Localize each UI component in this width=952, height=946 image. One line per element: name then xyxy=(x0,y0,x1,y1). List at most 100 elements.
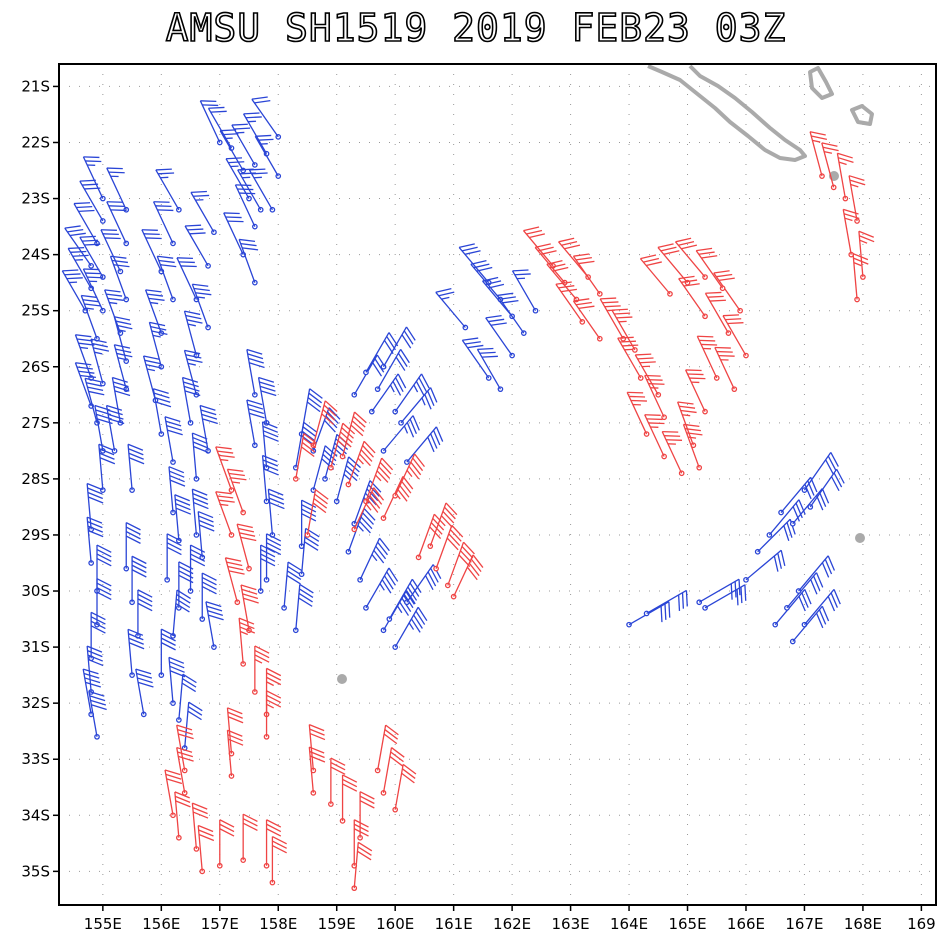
wind-barb-red xyxy=(674,237,708,280)
barb-feather xyxy=(409,418,418,435)
barb-feather xyxy=(315,489,329,500)
barb-feather xyxy=(401,768,416,779)
barb-shaft xyxy=(511,270,537,312)
wind-barb-blue xyxy=(784,572,824,611)
barb-feather xyxy=(362,512,374,525)
barb-feather xyxy=(644,414,661,416)
barb-shaft xyxy=(283,561,289,608)
barb-feather xyxy=(240,584,257,591)
barb-half-feather xyxy=(365,503,372,511)
barb-feather xyxy=(78,370,95,374)
barb-shaft xyxy=(308,746,314,793)
barb-feather xyxy=(415,380,425,396)
wind-barb-blue xyxy=(374,348,410,393)
barb-feather xyxy=(804,589,812,605)
barb-feather xyxy=(157,255,174,259)
wind-barb-red xyxy=(714,346,738,393)
barb-feather xyxy=(302,426,317,437)
barb-feather xyxy=(777,552,783,569)
barb-shaft xyxy=(190,192,215,233)
wind-barb-blue xyxy=(351,480,382,527)
barb-feather xyxy=(90,625,106,634)
barb-shaft xyxy=(306,489,317,536)
wind-barb-red xyxy=(661,430,685,477)
barb-feather xyxy=(414,453,425,468)
barb-feather xyxy=(359,795,375,805)
wind-barb-red xyxy=(215,446,235,493)
barb-feather xyxy=(302,437,317,449)
lat-tick-label: 23S xyxy=(21,190,50,208)
wind-barb-blue xyxy=(142,355,162,404)
barb-feather xyxy=(84,677,101,684)
barb-feather xyxy=(169,470,185,478)
barb-shaft xyxy=(238,618,244,664)
barb-feather xyxy=(646,418,663,421)
barb-feather xyxy=(681,592,685,609)
barb-feather xyxy=(299,583,314,594)
barb-feather xyxy=(734,581,737,598)
wind-barb-red xyxy=(191,802,209,852)
barb-shaft xyxy=(377,725,387,771)
barb-feather xyxy=(485,314,502,319)
barb-feather xyxy=(464,341,481,345)
barb-feather xyxy=(266,699,282,708)
barb-shaft xyxy=(792,605,823,642)
barb-shaft xyxy=(79,236,104,278)
barb-feather xyxy=(107,297,124,301)
barb-feather xyxy=(266,537,282,547)
barb-shaft xyxy=(546,263,577,300)
barb-feather xyxy=(578,305,595,310)
barb-shaft xyxy=(371,373,399,412)
barb-feather xyxy=(178,261,195,264)
barb-feather xyxy=(427,571,437,587)
barb-shaft xyxy=(144,289,162,334)
barb-feather xyxy=(192,497,209,505)
barb-shaft xyxy=(353,480,371,524)
barb-shaft xyxy=(164,416,174,463)
barb-feather xyxy=(443,506,456,520)
barb-feather xyxy=(198,519,215,528)
wind-barb-red xyxy=(374,724,399,774)
barb-shaft xyxy=(555,283,583,323)
barb-shaft xyxy=(184,702,190,749)
barb-feather xyxy=(468,562,480,577)
barb-feather xyxy=(848,175,865,181)
barb-feather xyxy=(479,351,496,354)
barb-feather xyxy=(392,380,402,396)
barb-feather xyxy=(236,523,253,529)
barb-shaft xyxy=(106,201,127,244)
wind-barb-blue xyxy=(79,235,106,280)
wind-barb-red xyxy=(363,457,394,505)
barb-feather xyxy=(303,433,317,444)
barb-feather xyxy=(401,334,412,349)
barb-feather xyxy=(430,433,438,449)
wind-barb-red xyxy=(617,336,644,381)
barb-feather xyxy=(145,237,162,240)
barb-feather xyxy=(377,541,389,556)
barb-half-feather xyxy=(844,217,853,222)
wind-barb-red xyxy=(444,541,475,589)
barb-feather xyxy=(648,422,665,425)
barb-feather xyxy=(193,287,210,292)
barb-feather xyxy=(699,339,716,342)
lon-tick-label: 158E xyxy=(259,915,297,933)
barb-shaft xyxy=(181,377,192,423)
barb-shaft xyxy=(476,349,501,390)
barb-feather xyxy=(185,354,202,359)
barb-feather xyxy=(104,289,121,293)
barb-feather xyxy=(328,407,341,420)
barb-half-feather xyxy=(337,440,345,447)
barb-shaft xyxy=(64,227,92,267)
barb-feather xyxy=(668,601,671,618)
barb-feather xyxy=(96,553,112,562)
barb-shaft xyxy=(353,842,359,889)
barb-feather xyxy=(91,704,107,711)
barb-half-feather xyxy=(389,384,395,393)
wind-barb-blue xyxy=(363,332,399,376)
barb-feather xyxy=(219,823,235,833)
barb-feather xyxy=(135,668,152,675)
barb-feather xyxy=(379,537,390,552)
barb-feather xyxy=(357,846,372,856)
barb-feather xyxy=(64,273,81,276)
barb-feather xyxy=(107,413,124,420)
